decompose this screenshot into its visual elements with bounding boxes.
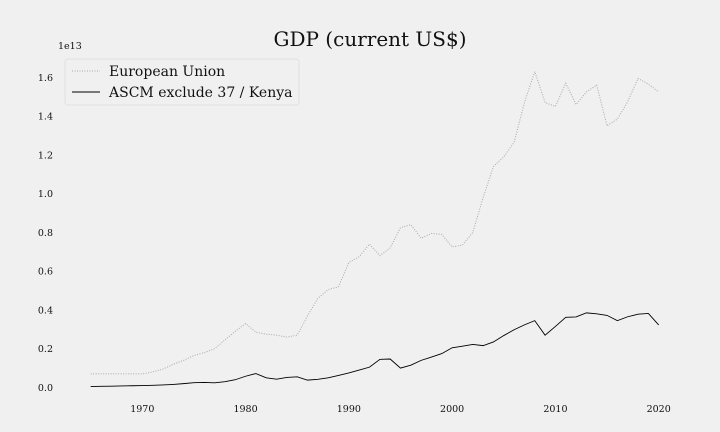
y-tick-label: 1.2	[38, 150, 53, 161]
x-tick-label: 1970	[130, 404, 154, 415]
y-tick-label: 0.2	[38, 344, 53, 355]
y-tick-label: 1.6	[38, 73, 53, 84]
x-tick-label: 1980	[233, 404, 257, 415]
series-lines	[90, 69, 660, 387]
chart-title: GDP (current US$)	[273, 27, 466, 51]
x-tick-label: 2000	[440, 404, 464, 415]
x-tick-label: 1990	[337, 404, 361, 415]
y-tick-label: 0.4	[38, 305, 53, 316]
y-tick-label: 0.8	[38, 228, 53, 239]
x-tick-label: 2010	[543, 404, 567, 415]
x-axis-ticks: 1970 1980 1990 2000 2010 2020	[130, 404, 671, 415]
y-tick-label: 0.6	[38, 267, 53, 278]
y-axis-multiplier: 1e13	[58, 41, 82, 52]
legend: European Union ASCM exclude 37 / Kenya	[64, 58, 300, 106]
y-axis-ticks: 0.0 0.2 0.4 0.6 0.8 1.0 1.2 1.4 1.6	[38, 73, 53, 394]
series-line-european-union	[90, 69, 659, 375]
y-tick-label: 1.0	[38, 189, 53, 200]
y-tick-label: 1.4	[38, 112, 53, 123]
legend-box	[64, 58, 300, 106]
legend-label-ascm-kenya: ASCM exclude 37 / Kenya	[108, 85, 292, 101]
x-tick-label: 2020	[647, 404, 671, 415]
series-line-ascm-kenya	[90, 312, 660, 387]
legend-label-european-union: European Union	[109, 64, 225, 80]
y-tick-label: 0.0	[38, 383, 53, 394]
